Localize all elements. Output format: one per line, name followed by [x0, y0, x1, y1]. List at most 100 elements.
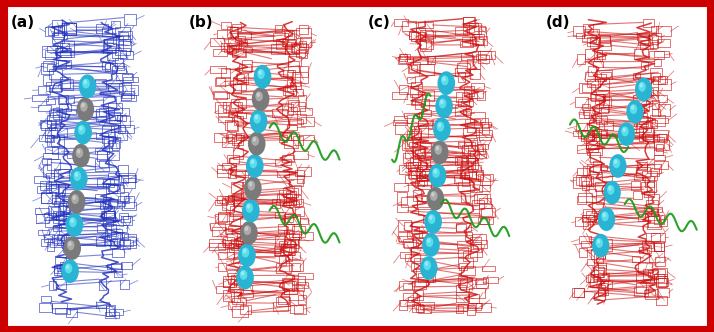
Text: (b): (b): [189, 15, 213, 30]
Ellipse shape: [592, 234, 609, 258]
Ellipse shape: [640, 83, 643, 88]
Ellipse shape: [250, 110, 268, 133]
Ellipse shape: [79, 126, 83, 130]
Ellipse shape: [439, 99, 446, 109]
Text: (a): (a): [11, 15, 35, 30]
Ellipse shape: [431, 140, 448, 164]
Ellipse shape: [437, 122, 444, 131]
Ellipse shape: [243, 249, 246, 253]
Ellipse shape: [74, 171, 81, 181]
Ellipse shape: [80, 102, 88, 112]
Ellipse shape: [81, 103, 85, 108]
Ellipse shape: [72, 144, 90, 168]
Ellipse shape: [75, 172, 79, 177]
Ellipse shape: [614, 159, 618, 164]
Ellipse shape: [249, 158, 257, 168]
Ellipse shape: [242, 248, 249, 257]
Ellipse shape: [241, 271, 244, 276]
Ellipse shape: [252, 87, 269, 111]
Ellipse shape: [256, 91, 263, 101]
Ellipse shape: [84, 80, 87, 84]
Ellipse shape: [66, 265, 69, 269]
Ellipse shape: [426, 237, 433, 247]
Ellipse shape: [623, 127, 626, 132]
Ellipse shape: [240, 221, 258, 245]
Ellipse shape: [71, 194, 79, 204]
Ellipse shape: [442, 77, 446, 81]
Ellipse shape: [431, 192, 435, 197]
Ellipse shape: [67, 240, 74, 250]
Ellipse shape: [240, 270, 247, 280]
Ellipse shape: [258, 70, 262, 75]
Ellipse shape: [608, 186, 612, 191]
Ellipse shape: [601, 211, 609, 221]
Ellipse shape: [436, 94, 453, 118]
Ellipse shape: [438, 71, 455, 95]
Ellipse shape: [254, 115, 258, 120]
Ellipse shape: [626, 100, 643, 124]
Ellipse shape: [70, 218, 74, 223]
Ellipse shape: [441, 75, 448, 85]
Ellipse shape: [433, 169, 437, 174]
Ellipse shape: [251, 159, 254, 164]
Ellipse shape: [607, 185, 615, 195]
Ellipse shape: [595, 238, 603, 248]
Ellipse shape: [423, 260, 431, 270]
Ellipse shape: [244, 176, 261, 200]
Ellipse shape: [609, 154, 626, 178]
Ellipse shape: [66, 213, 84, 237]
Ellipse shape: [621, 126, 629, 136]
Ellipse shape: [426, 187, 444, 210]
Ellipse shape: [246, 154, 263, 178]
Ellipse shape: [436, 146, 439, 150]
Ellipse shape: [65, 264, 72, 273]
Ellipse shape: [428, 164, 446, 188]
Ellipse shape: [603, 181, 620, 205]
Ellipse shape: [70, 167, 88, 191]
Ellipse shape: [68, 241, 71, 246]
Text: (d): (d): [546, 15, 570, 30]
Ellipse shape: [238, 243, 256, 267]
Ellipse shape: [78, 125, 86, 135]
Ellipse shape: [638, 82, 646, 92]
Ellipse shape: [246, 203, 253, 213]
Ellipse shape: [73, 195, 76, 200]
Ellipse shape: [79, 74, 96, 98]
Ellipse shape: [69, 217, 76, 227]
Ellipse shape: [434, 145, 442, 155]
Ellipse shape: [631, 105, 635, 110]
Ellipse shape: [424, 210, 442, 234]
Ellipse shape: [597, 239, 600, 244]
Ellipse shape: [248, 132, 266, 156]
Ellipse shape: [76, 98, 94, 121]
Ellipse shape: [74, 121, 92, 144]
Ellipse shape: [598, 207, 615, 231]
Ellipse shape: [64, 236, 81, 260]
Ellipse shape: [613, 158, 620, 168]
Ellipse shape: [253, 114, 261, 124]
Ellipse shape: [243, 225, 251, 235]
Ellipse shape: [420, 256, 438, 280]
Ellipse shape: [253, 137, 256, 142]
Ellipse shape: [242, 199, 260, 222]
Ellipse shape: [256, 93, 260, 97]
Ellipse shape: [247, 204, 251, 208]
Ellipse shape: [429, 215, 433, 220]
Ellipse shape: [422, 233, 440, 257]
Text: (c): (c): [368, 15, 391, 30]
Ellipse shape: [251, 136, 259, 146]
Ellipse shape: [245, 226, 248, 231]
Ellipse shape: [248, 182, 252, 186]
Ellipse shape: [630, 104, 638, 114]
Ellipse shape: [440, 100, 443, 104]
Ellipse shape: [438, 123, 441, 127]
Ellipse shape: [68, 190, 86, 214]
Ellipse shape: [618, 122, 635, 146]
Ellipse shape: [61, 259, 79, 283]
Ellipse shape: [425, 261, 428, 266]
Ellipse shape: [432, 168, 440, 178]
Ellipse shape: [430, 191, 438, 201]
Ellipse shape: [236, 266, 254, 290]
Ellipse shape: [248, 181, 255, 191]
Ellipse shape: [77, 149, 81, 154]
